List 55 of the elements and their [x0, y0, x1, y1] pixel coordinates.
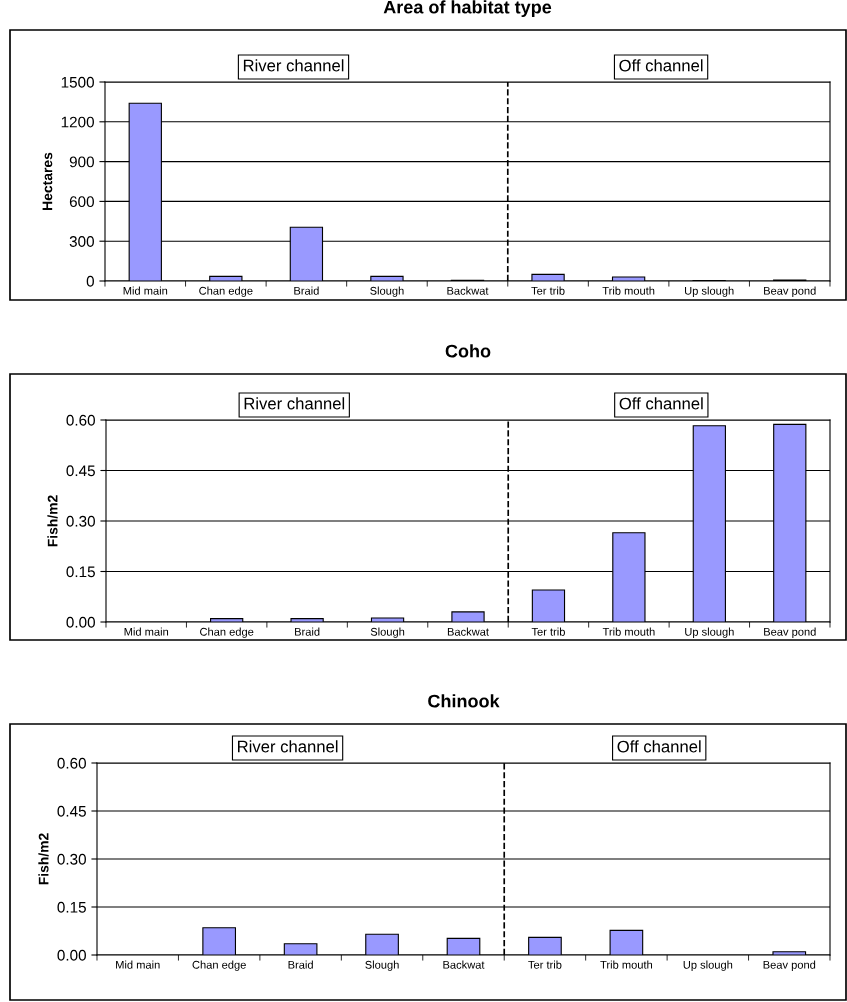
x-tick-label: Backwat	[443, 960, 485, 969]
x-tick-label: Beav pond	[763, 960, 816, 971]
x-tick-label: Backwat	[447, 627, 489, 636]
y-tick-label: 0.30	[66, 515, 95, 527]
x-tick-label: Ter trib	[531, 286, 565, 295]
y-tick-label: 0.30	[57, 853, 86, 865]
y-tick-label: 0.00	[66, 616, 95, 628]
x-tick-label: Mid main	[123, 286, 168, 295]
x-tick-label: Trib mouth	[602, 286, 655, 295]
y-axis-title: Hectares	[42, 152, 53, 210]
x-tick-label: Beav pond	[764, 286, 816, 297]
y-tick-label: 0.45	[57, 805, 86, 817]
x-tick-label: Chan edge	[200, 627, 254, 638]
y-axis-title: Fish/m2	[38, 833, 49, 885]
text: Off channel	[617, 740, 701, 753]
y-tick-label: 900	[69, 156, 94, 168]
text: River channel	[244, 397, 345, 410]
y-tick-label: 0.15	[57, 901, 86, 913]
x-tick-label: Ter trib	[531, 627, 565, 636]
x-tick-label: Slough	[370, 286, 404, 297]
text: Off channel	[619, 59, 703, 72]
x-tick-label: Slough	[365, 960, 399, 971]
x-tick-label: Slough	[370, 627, 405, 638]
y-tick-label: 0.00	[57, 949, 86, 961]
chart-title: Area of habitat type	[383, 0, 552, 18]
x-tick-label: Chan edge	[199, 286, 253, 297]
y-tick-label: 600	[69, 196, 94, 208]
x-tick-label: Up slough	[685, 627, 734, 638]
y-tick-label: 1200	[61, 116, 94, 128]
x-tick-label: Backwat	[447, 286, 489, 295]
x-tick-label: Mid main	[116, 960, 160, 969]
x-tick-label: Braid	[294, 286, 319, 295]
y-tick-label: 0.60	[57, 757, 86, 769]
y-tick-label: 0	[86, 275, 94, 287]
x-tick-label: Trib mouth	[602, 627, 655, 636]
x-tick-label: Mid main	[124, 627, 169, 636]
chart-title: Coho	[445, 344, 491, 358]
x-tick-label: Beav pond	[764, 627, 816, 638]
x-tick-label: Ter trib	[528, 960, 562, 969]
x-tick-label: Trib mouth	[600, 960, 653, 969]
chart-title: Chinook	[428, 694, 500, 708]
x-tick-label: Up slough	[683, 960, 733, 971]
y-axis-title: Fish/m2	[47, 495, 58, 547]
text: River channel	[238, 740, 338, 753]
y-tick-label: 0.60	[66, 414, 95, 426]
text: River channel	[243, 59, 344, 72]
y-tick-label: 0.15	[66, 566, 95, 578]
y-tick-label: 1500	[61, 76, 94, 88]
y-tick-label: 0.45	[66, 465, 95, 477]
y-tick-label: 300	[69, 236, 94, 247]
x-tick-label: Up slough	[685, 286, 734, 297]
x-tick-label: Chan edge	[192, 960, 246, 971]
text: Off channel	[619, 397, 703, 410]
x-tick-label: Braid	[288, 960, 313, 969]
x-tick-label: Braid	[295, 627, 320, 636]
